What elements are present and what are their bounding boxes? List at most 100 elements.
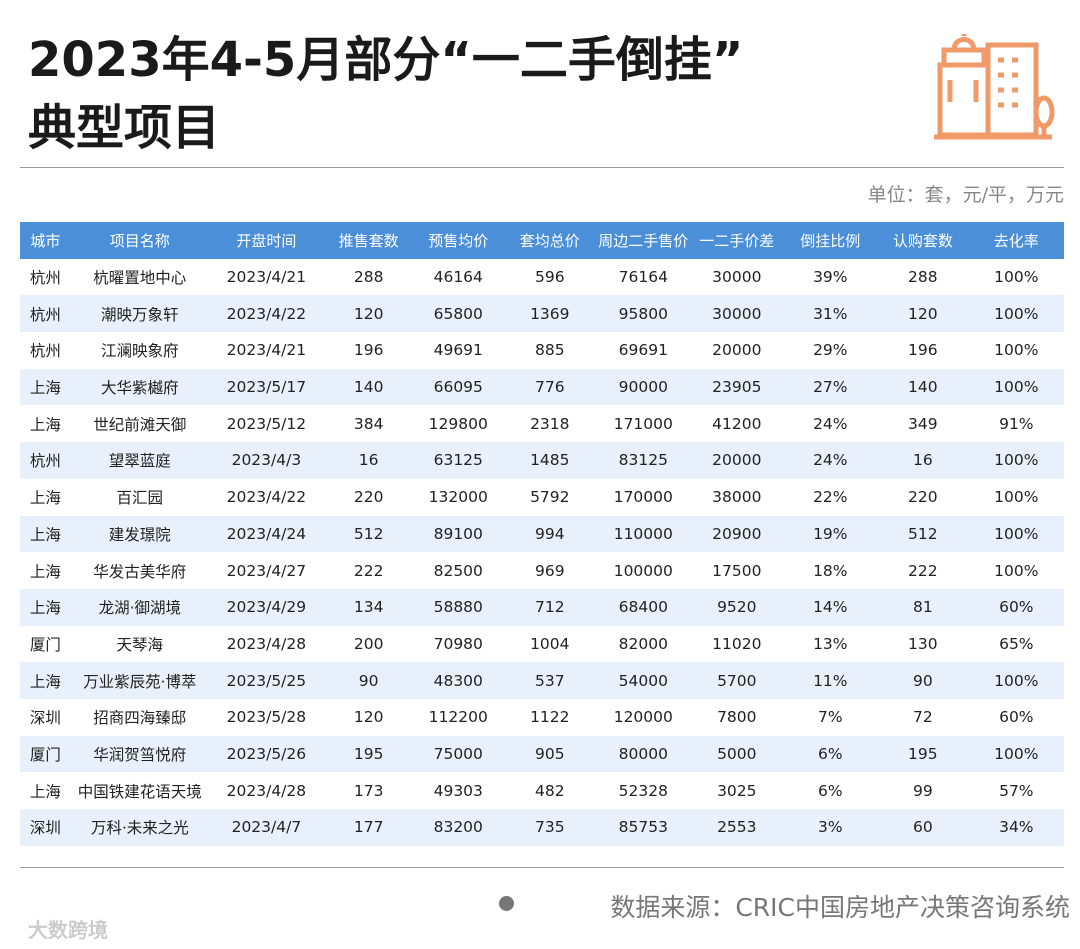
cell: 2023/4/24 xyxy=(226,524,307,543)
cell: 百汇园 xyxy=(116,489,164,508)
cell: 5000 xyxy=(717,744,757,763)
cell: 100000 xyxy=(613,561,673,580)
cell: 195 xyxy=(353,744,384,763)
divider xyxy=(20,867,1064,868)
cell: 537 xyxy=(535,671,565,690)
cell: 天琴海 xyxy=(116,635,164,654)
cell: 90 xyxy=(358,671,379,690)
cell: 2023/4/21 xyxy=(226,341,307,360)
cell: 江澜映象府 xyxy=(101,342,179,361)
header-cell: 倒挂比例 xyxy=(800,231,861,250)
cell: 196 xyxy=(353,341,384,360)
cell: 482 xyxy=(535,781,565,800)
cell: 2553 xyxy=(717,818,757,837)
header-row: 城市 项目名称 开盘时间 推售套数 预售均价 套均总价 周边二手售价 一二手价差 倒挂比例 认购套… xyxy=(20,222,1064,259)
cell: 华发古美华府 xyxy=(93,562,187,581)
source-note: 数据来源：CRIC中国房地产决策咨询系统 xyxy=(610,893,1070,922)
cell: 65% xyxy=(999,634,1034,653)
cell: 48300 xyxy=(433,671,483,690)
cell: 72 xyxy=(912,708,933,727)
cell: 上海 xyxy=(29,379,61,398)
cell: 39% xyxy=(813,268,848,287)
cell: 招商四海臻邸 xyxy=(93,709,187,728)
cell: 深圳 xyxy=(29,819,61,838)
cell: 厦门 xyxy=(29,635,61,654)
cell: 57% xyxy=(999,781,1034,800)
table-row: 上海 百汇园 2023/4/22 220 132000 5792 170000 38000 22… xyxy=(20,479,1064,516)
table-row: 上海 建发璟院 2023/4/24 512 89100 994 110000 20900 19%… xyxy=(20,515,1064,553)
cell: 100% xyxy=(994,744,1039,763)
cell: 885 xyxy=(535,341,565,360)
cell: 杭曜置地中心 xyxy=(93,269,187,288)
cell: 9520 xyxy=(717,598,757,617)
cell: 大华紫樾府 xyxy=(101,379,179,398)
cell: 望翠蓝庭 xyxy=(108,452,171,471)
cell: 11020 xyxy=(712,634,762,653)
cell: 29% xyxy=(813,341,848,360)
cell: 512 xyxy=(353,524,384,543)
cell: 100% xyxy=(994,671,1039,690)
cell: 89100 xyxy=(433,524,483,543)
cell: 22% xyxy=(813,488,848,507)
cell: 49691 xyxy=(433,341,483,360)
cell: 60% xyxy=(999,598,1034,617)
data-table: 城市 项目名称 开盘时间 推售套数 预售均价 套均总价 周边二手售价 一二手价差 倒挂比例 认购套… xyxy=(20,222,1064,846)
table-row: 上海 世纪前滩天御 2023/5/12 384 129800 2318 171000 4120… xyxy=(20,405,1064,442)
cell: 170000 xyxy=(613,488,673,507)
cell: 7800 xyxy=(717,708,757,727)
title-line: 典型项目 xyxy=(28,100,221,156)
cell: 深圳 xyxy=(29,709,61,728)
cell: 349 xyxy=(908,414,938,433)
cell: 100% xyxy=(994,304,1039,323)
cell: 54000 xyxy=(618,671,668,690)
cell: 中国铁建花语天境 xyxy=(77,782,202,801)
cell: 69691 xyxy=(618,341,668,360)
cell: 100% xyxy=(994,488,1039,507)
cell: 140 xyxy=(908,378,938,397)
table-row: 杭州 杭曜置地中心 2023/4/21 288 46164 596 76164 30000 39… xyxy=(20,259,1064,296)
cell: 万业紫辰苑·博萃 xyxy=(83,672,197,691)
cell: 2023/4/28 xyxy=(226,634,307,653)
cell: 16 xyxy=(358,451,379,470)
title-line: 2023年4-5月部分“一二手倒挂” xyxy=(28,32,744,88)
table-row: 厦门 华润贺筜悦府 2023/5/26 195 75000 905 80000 5000 6% 1… xyxy=(20,735,1064,773)
cell: 2023/5/25 xyxy=(226,671,307,690)
cell: 世纪前滩天御 xyxy=(93,415,187,434)
cell: 2023/4/22 xyxy=(226,304,307,323)
cell: 2023/4/29 xyxy=(226,598,307,617)
cell: 80000 xyxy=(618,744,668,763)
cell: 上海 xyxy=(29,562,61,581)
cell: 11% xyxy=(813,671,848,690)
cell: 120 xyxy=(353,304,384,323)
cell: 3025 xyxy=(717,781,757,800)
cell: 177 xyxy=(353,818,384,837)
table-row: 深圳 万科·未来之光 2023/4/7 177 83200 735 85753 2553 3% 6… xyxy=(20,809,1064,846)
cell: 60% xyxy=(999,708,1034,727)
cell: 112200 xyxy=(428,708,488,727)
cell: 100% xyxy=(994,268,1039,287)
cell: 2023/4/21 xyxy=(226,268,307,287)
table-row: 杭州 江澜映象府 2023/4/21 196 49691 885 69691 20000 29%… xyxy=(20,332,1064,369)
cell: 5792 xyxy=(530,488,570,507)
cell: 120 xyxy=(908,304,938,323)
cell: 969 xyxy=(535,561,565,580)
cell: 20000 xyxy=(712,341,762,360)
building-icon xyxy=(934,34,1055,140)
cell: 23905 xyxy=(712,378,762,397)
cell: 65800 xyxy=(433,304,483,323)
cell: 1004 xyxy=(530,634,570,653)
cell: 20000 xyxy=(712,451,762,470)
cell: 99 xyxy=(912,781,933,800)
cell: 38000 xyxy=(712,488,762,507)
cell: 129800 xyxy=(428,414,488,433)
cell: 2023/4/3 xyxy=(231,451,302,470)
cell: 220 xyxy=(908,488,938,507)
header-cell: 城市 xyxy=(30,231,61,250)
cell: 19% xyxy=(813,524,848,543)
cell: 24% xyxy=(813,451,848,470)
cell: 上海 xyxy=(29,782,61,801)
header-cell: 推售套数 xyxy=(338,231,399,250)
cell: 60 xyxy=(912,818,933,837)
cell: 13% xyxy=(813,634,848,653)
